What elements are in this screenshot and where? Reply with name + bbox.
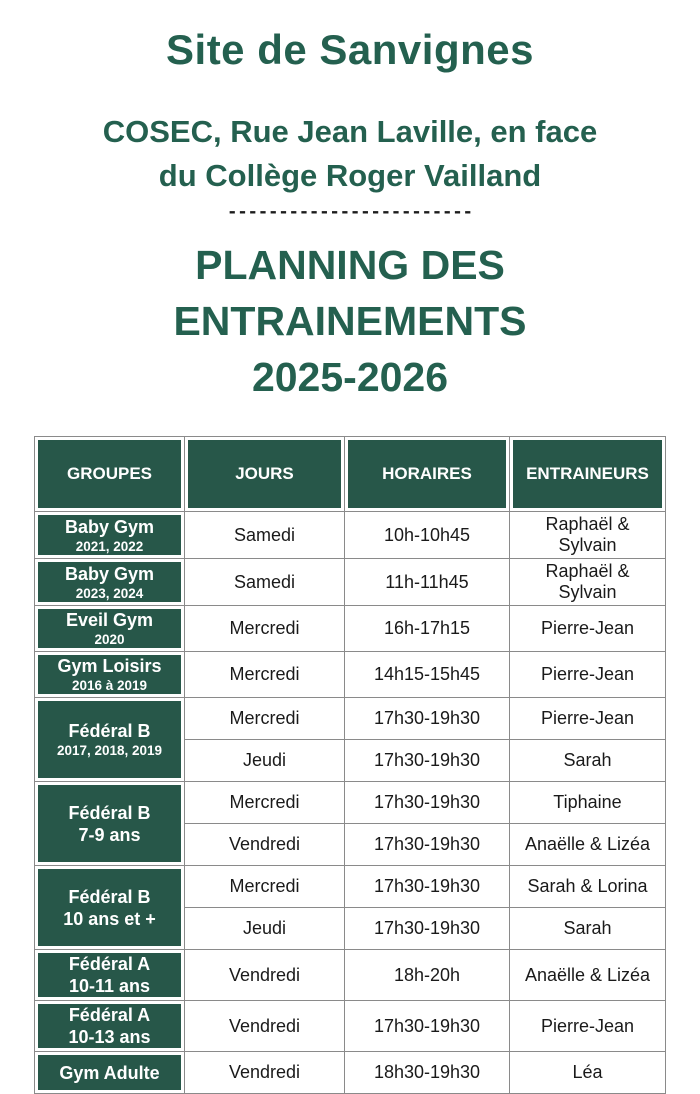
schedule-body: Baby Gym 2021, 2022 Samedi 10h-10h45 Raphaël… — [34, 511, 666, 1094]
group-name: Fédéral B — [68, 721, 151, 741]
trainers-cell: Anaëlle & Lizéa — [509, 949, 666, 1001]
schedule-row: Gym Adulte Vendredi 18h30-19h30 Léa — [34, 1051, 666, 1094]
time-cell: 17h30-19h30 — [344, 907, 510, 950]
col-header-horaires: HORAIRES — [344, 436, 510, 512]
group-cell: Gym Loisirs 2016 à 2019 — [34, 651, 185, 698]
time-cell: 17h30-19h30 — [344, 739, 510, 782]
group-cell: Baby Gym 2021, 2022 — [34, 511, 185, 559]
group-cell: Fédéral B 7-9 ans — [34, 781, 185, 866]
group-name: Baby Gym — [64, 516, 155, 537]
trainers-cell: Pierre-Jean — [509, 605, 666, 652]
day-cell: Mercredi — [184, 865, 345, 908]
schedule-row: Jeudi 17h30-19h30 Sarah — [35, 739, 666, 782]
planning-title: PLANNING DES ENTRAINEMENTS 2025-2026 — [0, 237, 700, 405]
group-sub-label: 2020 — [94, 632, 125, 647]
day-cell: Vendredi — [184, 949, 345, 1001]
group-sub-label: 10-13 ans — [68, 1027, 151, 1047]
time-cell: 18h30-19h30 — [344, 1051, 510, 1094]
time-cell: 17h30-19h30 — [344, 865, 510, 908]
schedule-row: Fédéral A 10-11 ans Vendredi 18h-20h Anaëlle… — [34, 949, 666, 1001]
group-cell: Fédéral A 10-11 ans — [34, 949, 185, 1001]
schedule-row: Baby Gym 2023, 2024 Samedi 11h-11h45 Raphaël… — [34, 558, 666, 606]
trainers-cell: Anaëlle & Lizéa — [509, 823, 666, 866]
col-header-groupes: GROUPES — [34, 436, 185, 512]
schedule-header: GROUPES JOURS HORAIRES ENTRAINEURS — [34, 436, 666, 512]
trainers-cell: Raphaël & Sylvain — [509, 511, 666, 559]
day-cell: Mercredi — [184, 781, 345, 824]
group-cell: Baby Gym 2023, 2024 — [34, 558, 185, 606]
group-name: Gym Loisirs — [57, 656, 162, 676]
schedule-row: Fédéral B 10 ans et + Mercredi 17h30-19h30 S… — [34, 865, 666, 950]
time-cell: 17h30-19h30 — [344, 823, 510, 866]
trainers-cell: Sarah — [509, 739, 666, 782]
day-cell: Mercredi — [184, 605, 345, 652]
day-cell: Vendredi — [184, 1000, 345, 1052]
group-cell: Fédéral B 10 ans et + — [34, 865, 185, 950]
address: COSEC, Rue Jean Laville, en face du Coll… — [0, 110, 700, 198]
day-cell: Vendredi — [184, 823, 345, 866]
group-sub-label: 2023, 2024 — [75, 585, 144, 601]
group-name: Eveil Gym — [65, 610, 154, 630]
trainers-cell: Léa — [509, 1051, 666, 1094]
group-sub-label: 10-11 ans — [68, 976, 151, 996]
trainers-cell: Pierre-Jean — [509, 651, 666, 698]
group-sub-label: 2021, 2022 — [75, 538, 144, 554]
group-cell: Fédéral B 2017, 2018, 2019 — [34, 697, 185, 782]
schedule-row: Fédéral A 10-13 ans Vendredi 17h30-19h30 Pie… — [34, 1000, 666, 1052]
group-cell: Gym Adulte — [34, 1051, 185, 1094]
group-name: Gym Adulte — [59, 1062, 160, 1083]
time-cell: 16h-17h15 — [344, 605, 510, 652]
col-header-entraineurs: ENTRAINEURS — [509, 436, 666, 512]
schedule-table: GROUPES JOURS HORAIRES ENTRAINEURS Baby … — [34, 436, 666, 1094]
day-cell: Samedi — [184, 511, 345, 559]
time-cell: 11h-11h45 — [344, 558, 510, 606]
group-name: Fédéral A — [68, 1005, 151, 1025]
time-cell: 14h15-15h45 — [344, 651, 510, 698]
schedule-row: Baby Gym 2021, 2022 Samedi 10h-10h45 Raphaël… — [34, 511, 666, 559]
group-cell: Eveil Gym 2020 — [34, 605, 185, 652]
group-sub-label: 2017, 2018, 2019 — [56, 743, 163, 758]
group-sub-label: 2016 à 2019 — [71, 678, 148, 693]
time-cell: 17h30-19h30 — [344, 697, 510, 740]
col-header-jours: JOURS — [184, 436, 345, 512]
header-row: GROUPES JOURS HORAIRES ENTRAINEURS — [34, 436, 666, 512]
schedule-row: Eveil Gym 2020 Mercredi 16h-17h15 Pierre-Jea… — [34, 605, 666, 652]
day-cell: Jeudi — [184, 907, 345, 950]
time-cell: 10h-10h45 — [344, 511, 510, 559]
group-cell: Fédéral A 10-13 ans — [34, 1000, 185, 1052]
day-cell: Samedi — [184, 558, 345, 606]
trainers-cell: Pierre-Jean — [509, 1000, 666, 1052]
group-name: Fédéral B — [68, 802, 151, 823]
trainers-cell: Sarah & Lorina — [509, 865, 666, 908]
planning-title-line-3: 2025-2026 — [251, 354, 449, 400]
day-cell: Mercredi — [184, 697, 345, 740]
dashed-divider: ------------------------ — [227, 202, 473, 222]
planning-title-line-2: ENTRAINEMENTS — [173, 298, 527, 344]
time-cell: 17h30-19h30 — [344, 781, 510, 824]
day-cell: Jeudi — [184, 739, 345, 782]
schedule-row: Fédéral B 2017, 2018, 2019 Mercredi 17h30-1… — [34, 697, 666, 782]
schedule-row: Fédéral B 7-9 ans Mercredi 17h30-19h30 Tipha… — [34, 781, 666, 866]
schedule-row: Jeudi 17h30-19h30 Sarah — [35, 907, 666, 950]
trainers-cell: Tiphaine — [509, 781, 666, 824]
schedule-row: Gym Loisirs 2016 à 2019 Mercredi 14h15-15h4… — [34, 651, 666, 698]
group-name: Fédéral A — [68, 954, 151, 974]
group-name: Fédéral B — [68, 886, 151, 907]
address-line-1: COSEC, Rue Jean Laville, en face — [102, 114, 598, 149]
trainers-cell: Sarah — [509, 907, 666, 950]
group-sub-label: 10 ans et + — [63, 908, 156, 929]
trainers-cell: Pierre-Jean — [509, 697, 666, 740]
planning-title-line-1: PLANNING DES — [195, 242, 505, 288]
day-cell: Mercredi — [184, 651, 345, 698]
time-cell: 18h-20h — [344, 949, 510, 1001]
schedule-row: Vendredi 17h30-19h30 Anaëlle & Lizéa — [35, 823, 666, 866]
group-name: Baby Gym — [64, 563, 155, 584]
site-title: Site de Sanvignes — [166, 26, 534, 73]
group-sub-label: 7-9 ans — [78, 824, 141, 845]
day-cell: Vendredi — [184, 1051, 345, 1094]
trainers-cell: Raphaël & Sylvain — [509, 558, 666, 606]
address-line-2: du Collège Roger Vailland — [158, 158, 542, 193]
time-cell: 17h30-19h30 — [344, 1000, 510, 1052]
